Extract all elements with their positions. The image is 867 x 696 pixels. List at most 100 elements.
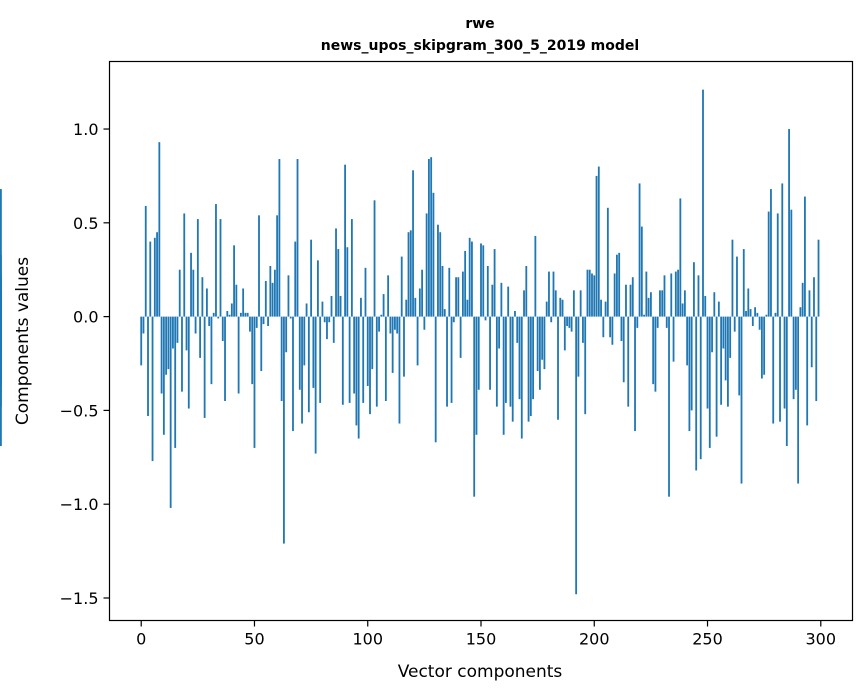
bar — [246, 312, 249, 317]
bar — [520, 316, 523, 439]
bar — [813, 277, 815, 317]
bar — [348, 316, 351, 403]
bar — [425, 213, 428, 317]
bar — [271, 282, 274, 317]
bar — [355, 316, 358, 426]
bar — [661, 290, 664, 317]
bar — [153, 237, 156, 317]
bar — [804, 196, 806, 317]
bar — [656, 316, 659, 328]
bar — [371, 316, 374, 370]
bar — [260, 316, 263, 372]
bar — [181, 316, 183, 392]
bar — [584, 316, 587, 415]
bar — [337, 249, 340, 317]
bar — [369, 316, 371, 415]
bar — [532, 316, 534, 400]
bar — [468, 237, 471, 317]
x-axis-label: Vector components — [398, 662, 563, 682]
bar — [253, 316, 256, 448]
bar — [423, 316, 426, 330]
bar — [754, 307, 756, 317]
bar — [199, 316, 202, 358]
bar — [364, 267, 367, 317]
bar — [350, 219, 353, 317]
bar — [652, 316, 655, 385]
bar — [779, 316, 781, 422]
bar — [174, 316, 177, 448]
bar — [239, 312, 242, 317]
bar — [654, 316, 657, 392]
bar — [196, 219, 199, 317]
y-tick-label: 0.5 — [73, 214, 98, 233]
bar — [190, 252, 192, 317]
bar — [738, 316, 741, 396]
bar — [699, 316, 702, 460]
bar — [518, 316, 521, 400]
bar — [706, 316, 709, 409]
bar — [430, 157, 433, 317]
bar — [0, 189, 2, 317]
bar — [760, 316, 763, 379]
bar — [156, 232, 158, 317]
plot-frame — [108, 60, 854, 622]
bar — [572, 290, 575, 317]
bar — [679, 198, 682, 317]
bar — [176, 316, 179, 343]
bar — [226, 310, 229, 317]
bar — [398, 316, 401, 424]
bar — [636, 316, 639, 328]
bar — [552, 271, 555, 317]
bar — [604, 301, 607, 317]
bar — [194, 316, 197, 334]
bar — [543, 316, 546, 370]
bar — [810, 316, 813, 368]
bar — [332, 316, 335, 343]
bar — [495, 316, 498, 407]
bar — [772, 316, 775, 424]
bar — [303, 316, 306, 366]
bar — [215, 204, 217, 317]
bar — [221, 316, 224, 341]
bar — [310, 239, 313, 317]
bar — [319, 316, 322, 403]
bar — [294, 241, 297, 317]
bar — [727, 316, 729, 407]
bar — [688, 316, 691, 432]
bar — [702, 89, 704, 317]
bar — [437, 224, 439, 317]
bar — [380, 314, 383, 317]
bar — [412, 170, 414, 317]
bar — [529, 316, 532, 417]
y-tick-label: 0.0 — [73, 308, 98, 327]
bar — [475, 316, 478, 435]
bar — [745, 310, 747, 317]
x-tick-label: 300 — [806, 630, 837, 649]
bar — [416, 316, 419, 366]
bar — [473, 316, 476, 497]
bar — [645, 271, 648, 317]
bar — [448, 267, 451, 317]
bar — [346, 247, 349, 317]
bar — [289, 316, 292, 319]
bar — [210, 316, 213, 385]
bar — [452, 316, 455, 323]
bar — [230, 303, 233, 317]
bar — [407, 232, 410, 317]
bar — [733, 316, 736, 332]
bar — [455, 277, 457, 317]
bar — [187, 316, 190, 409]
bar — [534, 235, 537, 317]
bar — [731, 239, 734, 317]
bar — [618, 252, 621, 317]
bar — [464, 250, 467, 317]
bar — [498, 316, 501, 349]
bar — [742, 249, 745, 317]
bar — [704, 295, 707, 317]
bar — [799, 307, 802, 317]
bar — [296, 159, 299, 317]
bar — [595, 175, 598, 317]
bar — [482, 245, 485, 317]
bar — [235, 284, 238, 317]
bar — [208, 316, 211, 326]
